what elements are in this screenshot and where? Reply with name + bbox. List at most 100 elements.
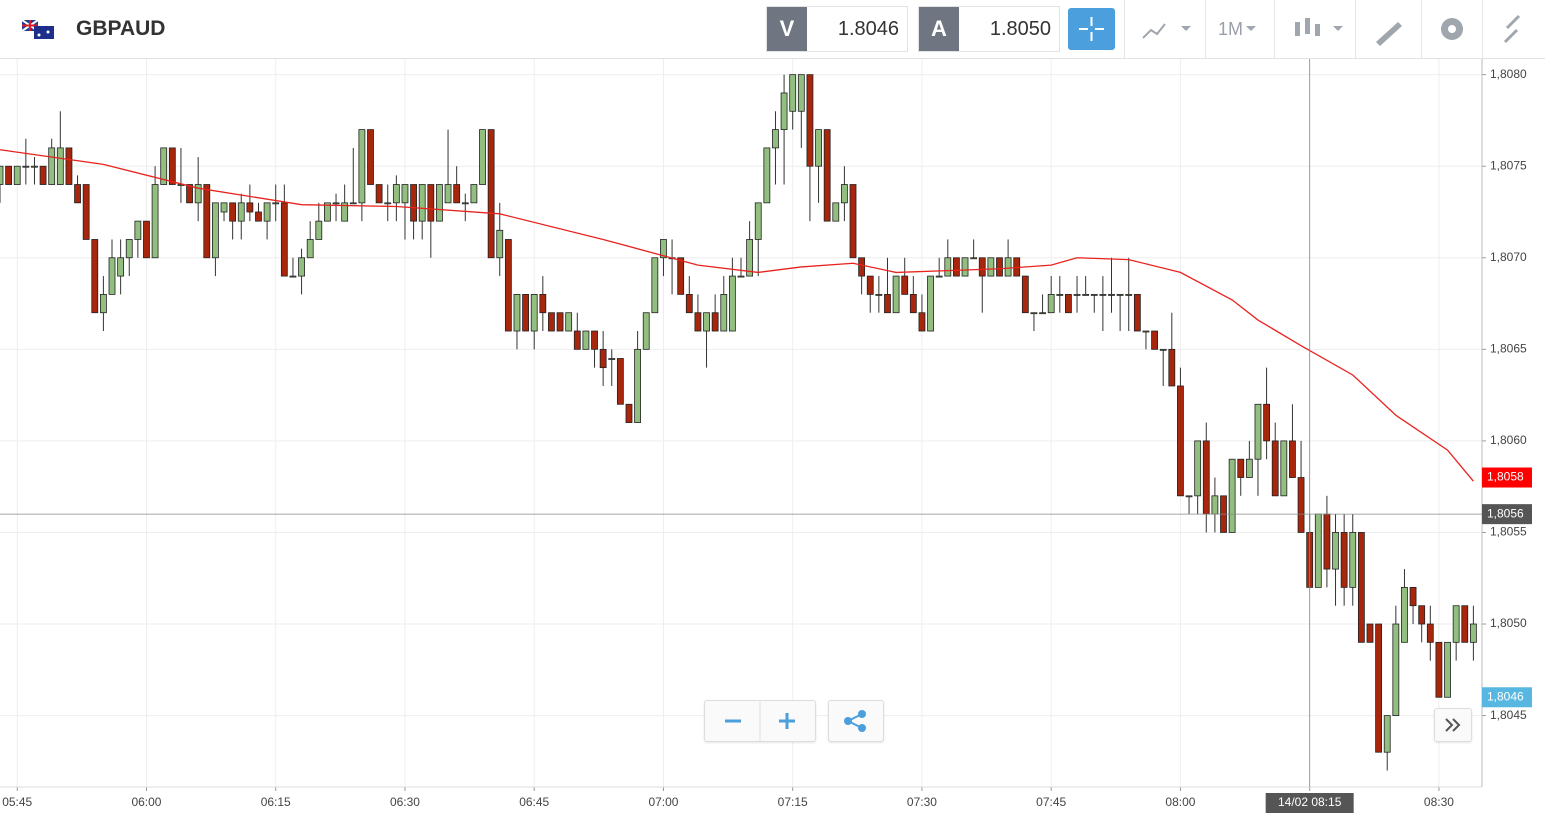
candle-body: [901, 275, 909, 295]
candle-body: [530, 293, 538, 332]
crosshair-x-tag: [1265, 793, 1354, 813]
candle-body: [74, 184, 81, 204]
bid-label: V: [767, 7, 807, 51]
candle-body: [375, 184, 383, 204]
candle-body: [358, 129, 366, 204]
candle-body: [332, 202, 340, 205]
x-tick-label: 06:30: [390, 795, 420, 809]
candle-body: [82, 184, 90, 240]
candle-body: [1177, 385, 1184, 497]
ask-box[interactable]: A 1.8050: [918, 6, 1060, 52]
candle-body: [1409, 586, 1417, 607]
price-tag-label: 1,8046: [1487, 689, 1524, 703]
candle-body: [823, 129, 831, 222]
candle-body: [1065, 293, 1072, 314]
candle-body: [720, 293, 728, 332]
candle-body: [203, 184, 211, 259]
candle-body: [1168, 348, 1176, 387]
candle-body: [117, 257, 125, 277]
candle-body: [1030, 312, 1038, 315]
chart-type-button[interactable]: [1124, 0, 1205, 58]
candle-body: [961, 257, 969, 277]
candle-body: [548, 312, 555, 332]
candle-body: [1444, 641, 1451, 698]
price-tag: [1482, 687, 1532, 708]
candle-body: [1461, 605, 1469, 643]
candle-body: [1004, 257, 1012, 277]
candle-body: [280, 202, 288, 277]
candle-body: [1228, 458, 1236, 533]
candle-body: [832, 202, 840, 222]
y-tick-label: 1,8050: [1490, 616, 1527, 630]
candle-body: [125, 239, 133, 259]
candle-body: [591, 330, 598, 350]
candle-body: [780, 92, 788, 130]
draw-button[interactable]: [1355, 0, 1421, 58]
candle-body: [953, 257, 960, 277]
candle-body: [39, 165, 47, 185]
candle-body: [48, 147, 56, 185]
candle-body: [1237, 458, 1245, 478]
timeframe-button[interactable]: [1205, 0, 1274, 58]
candle-body: [1125, 293, 1133, 296]
candle-body: [797, 74, 805, 112]
candle-body: [324, 202, 331, 222]
candle-style-button[interactable]: [1274, 0, 1355, 58]
candle-body: [479, 129, 486, 185]
symbol: GBPAUD: [76, 17, 166, 40]
timeframe: 1M: [1218, 19, 1244, 39]
candle-body: [0, 165, 4, 185]
collapse-icon: [1503, 14, 1521, 44]
candle-body: [410, 184, 417, 222]
candle-body: [1133, 293, 1141, 332]
collapse-button[interactable]: [1482, 0, 1545, 58]
candle-body: [65, 147, 73, 185]
plot-area: [0, 59, 1482, 787]
candle-body: [5, 165, 13, 185]
candle-body: [306, 239, 314, 259]
candle-body: [91, 239, 99, 314]
crosshair-button[interactable]: [1068, 8, 1115, 50]
candle-body: [1392, 623, 1400, 716]
candle-body: [1435, 641, 1443, 698]
candle-body: [401, 184, 409, 204]
candle-body: [1108, 293, 1115, 296]
bid-box[interactable]: V 1.8046: [766, 6, 908, 52]
candle-body: [1142, 330, 1150, 333]
candle-body: [522, 293, 529, 332]
candle-body: [427, 184, 435, 222]
candle-body: [746, 239, 754, 277]
candle-body: [556, 312, 564, 332]
candle-body: [1401, 586, 1408, 643]
timeframe-caret: [1246, 26, 1256, 31]
scroll-end-button[interactable]: [1434, 708, 1472, 742]
share-button[interactable]: [828, 700, 884, 742]
y-tick-label: 1,8065: [1490, 342, 1527, 356]
x-tick-label: 05:45: [2, 795, 32, 809]
candle-body: [1073, 293, 1081, 296]
candle-body: [367, 129, 374, 185]
candle-body: [599, 348, 607, 369]
candle-body: [263, 202, 271, 222]
zoom-controls: [704, 700, 816, 742]
settings-button[interactable]: [1421, 0, 1482, 58]
candle-body: [1254, 403, 1262, 460]
candle-body: [728, 275, 736, 332]
candle-body: [875, 293, 883, 296]
candle-body: [1469, 623, 1477, 643]
candle-body: [772, 129, 779, 149]
candle-body: [573, 330, 581, 350]
candle-body: [884, 293, 891, 314]
candle-body: [616, 358, 624, 405]
candle-body: [987, 257, 995, 277]
x-tick-label: 07:15: [778, 795, 808, 809]
y-tick-label: 1,8070: [1490, 250, 1527, 264]
candle-body: [978, 257, 986, 277]
candle-body: [815, 129, 822, 167]
candle-body: [927, 275, 934, 332]
candle-body: [806, 74, 814, 167]
candle-body: [513, 293, 521, 332]
candle-body: [220, 202, 228, 213]
candle-body: [694, 312, 702, 332]
